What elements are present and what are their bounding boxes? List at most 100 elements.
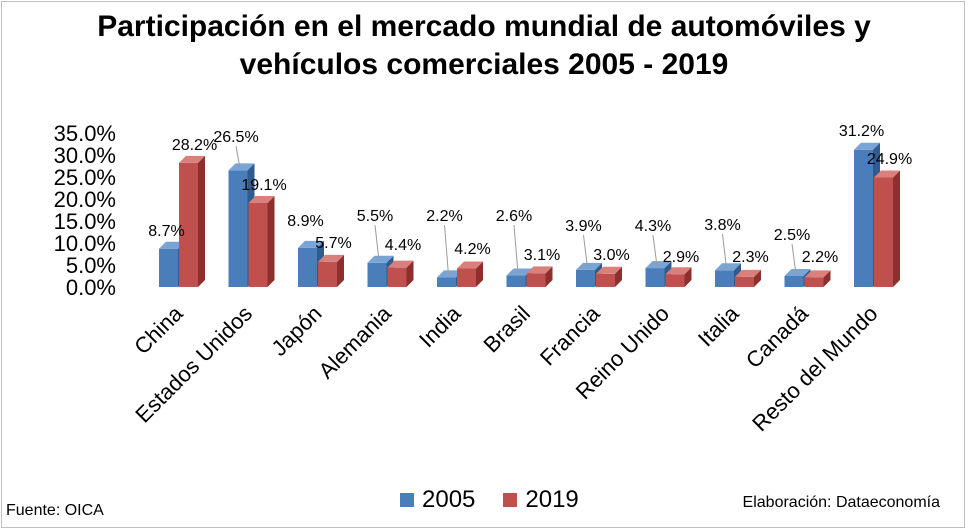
data-label-2019: 5.7% bbox=[315, 235, 351, 252]
leader-line bbox=[235, 145, 241, 169]
bar-front bbox=[526, 273, 546, 287]
chart-title-line-1: Participación en el mercado mundial de a… bbox=[97, 10, 871, 43]
legend-item-2005: 2005 bbox=[400, 486, 475, 514]
bar-top bbox=[735, 269, 761, 277]
x-tick-label: Japón bbox=[266, 301, 326, 361]
x-tick-label: Brasil bbox=[478, 301, 535, 358]
bar-top bbox=[367, 255, 394, 263]
bar-front bbox=[596, 273, 615, 287]
bar-front bbox=[367, 262, 387, 287]
bar-top bbox=[437, 270, 463, 278]
bar-side bbox=[893, 170, 900, 287]
data-label-2019: 2.3% bbox=[732, 249, 768, 266]
legend-item-2019: 2019 bbox=[503, 486, 579, 514]
bar-side bbox=[684, 267, 692, 287]
legend-label-2019: 2019 bbox=[525, 486, 579, 513]
legend: 2005 2019 bbox=[400, 486, 579, 514]
data-label-2005: 3.8% bbox=[704, 217, 740, 234]
data-label-2019: 4.2% bbox=[454, 241, 490, 258]
bar-top bbox=[228, 163, 255, 171]
bar-side bbox=[267, 195, 275, 287]
bar-2019 bbox=[596, 266, 622, 287]
bar-side bbox=[476, 261, 483, 287]
bar-top bbox=[645, 261, 672, 269]
data-label-2005: 8.9% bbox=[287, 213, 323, 230]
bar-front bbox=[874, 177, 893, 287]
x-tick-label: Francia bbox=[535, 300, 605, 370]
bar-front bbox=[784, 276, 804, 287]
source-note: Fuente: OICA bbox=[6, 502, 104, 519]
bar-side bbox=[823, 270, 831, 287]
bar-top bbox=[457, 261, 483, 269]
bar-2019 bbox=[526, 266, 553, 287]
bar-top bbox=[506, 268, 533, 276]
y-axis: 0.0%5.0%10.0%15.0%20.0%25.0%30.0%35.0% bbox=[54, 121, 116, 300]
data-label-2019: 4.4% bbox=[385, 237, 421, 254]
bar-2019 bbox=[804, 270, 831, 287]
leader-line bbox=[374, 224, 380, 261]
bar-top bbox=[387, 260, 414, 268]
bar-2019 bbox=[735, 269, 761, 287]
bar-top bbox=[318, 254, 344, 262]
x-tick-label: India bbox=[414, 300, 466, 352]
bar-front bbox=[645, 268, 665, 287]
legend-swatch-2005 bbox=[400, 493, 414, 507]
bar-front bbox=[804, 277, 824, 287]
bar-side bbox=[406, 260, 414, 287]
bar-front bbox=[735, 276, 754, 287]
bar-front bbox=[506, 275, 526, 287]
bar-2019 bbox=[179, 155, 205, 287]
data-label-2019: 3.1% bbox=[524, 247, 560, 264]
bar-front bbox=[179, 162, 198, 287]
x-tick-label: Italia bbox=[693, 300, 744, 351]
bar-top bbox=[159, 241, 185, 249]
y-tick-label: 20.0% bbox=[54, 187, 116, 212]
data-labels: 8.7% 28.2%26.5% 19.1% 8.9% 5.7% 5.5% 4.4% 2.2% 4… bbox=[148, 123, 912, 276]
y-tick-label: 5.0% bbox=[66, 253, 116, 278]
leader-line bbox=[513, 224, 519, 274]
bar-side bbox=[545, 266, 553, 287]
bar-front bbox=[576, 269, 595, 287]
data-label-2005: 2.5% bbox=[774, 227, 810, 244]
bar-front bbox=[854, 149, 873, 287]
bar-front bbox=[387, 267, 407, 287]
bar-2019 bbox=[318, 254, 344, 287]
bar-top bbox=[526, 266, 553, 274]
leader-line bbox=[791, 243, 797, 275]
data-label-2019: 2.2% bbox=[802, 249, 838, 266]
bar-top bbox=[576, 262, 602, 270]
bar-top bbox=[874, 170, 900, 178]
bar-top bbox=[179, 155, 205, 163]
bars bbox=[159, 142, 900, 287]
leader-line bbox=[722, 233, 727, 269]
y-tick-label: 0.0% bbox=[66, 275, 116, 300]
bar-2019 bbox=[874, 170, 900, 287]
leader-line bbox=[652, 234, 658, 267]
data-label-2005: 3.9% bbox=[565, 218, 601, 235]
bar-top bbox=[715, 263, 741, 271]
bar-top bbox=[596, 266, 622, 274]
bar-front bbox=[457, 268, 476, 287]
data-label-2005: 5.5% bbox=[357, 208, 393, 225]
bar-front bbox=[228, 170, 248, 287]
bar-front bbox=[715, 270, 734, 287]
bar-front bbox=[437, 277, 456, 287]
data-label-2019: 28.2% bbox=[172, 137, 217, 154]
bar-top bbox=[854, 142, 880, 150]
bar-2019 bbox=[248, 195, 275, 287]
bar-front bbox=[318, 261, 337, 287]
bar-front bbox=[298, 247, 317, 287]
y-tick-label: 25.0% bbox=[54, 165, 116, 190]
leader-line bbox=[583, 234, 588, 268]
data-label-2019: 3.0% bbox=[593, 247, 629, 264]
x-tick-label: Resto del Mundo bbox=[747, 301, 882, 436]
bar-2019 bbox=[665, 267, 692, 287]
bar-front bbox=[665, 274, 685, 287]
chart-title: Participación en el mercado mundial de a… bbox=[0, 8, 968, 84]
data-label-2019: 19.1% bbox=[241, 177, 286, 194]
y-tick-label: 15.0% bbox=[54, 209, 116, 234]
legend-label-2005: 2005 bbox=[422, 486, 476, 513]
